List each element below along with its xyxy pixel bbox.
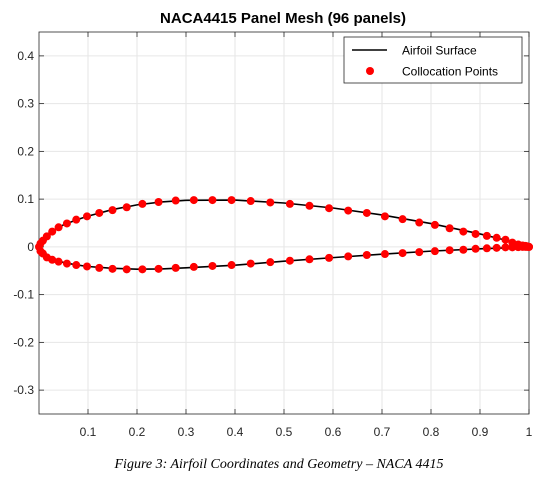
y-tick-label: 0.1 bbox=[17, 192, 34, 206]
collocation-point bbox=[445, 224, 454, 233]
collocation-point bbox=[208, 261, 217, 270]
collocation-point bbox=[344, 252, 353, 261]
collocation-point bbox=[380, 212, 389, 221]
collocation-point bbox=[154, 197, 163, 206]
collocation-point bbox=[171, 263, 180, 272]
collocation-point bbox=[108, 206, 117, 215]
y-tick-label: -0.2 bbox=[13, 335, 34, 349]
collocation-point bbox=[305, 255, 314, 264]
figure-caption: Figure 3: Airfoil Coordinates and Geomet… bbox=[114, 457, 444, 472]
x-tick-label: 0.7 bbox=[374, 425, 391, 439]
collocation-point bbox=[246, 197, 255, 206]
collocation-point bbox=[380, 250, 389, 259]
collocation-point bbox=[415, 248, 424, 257]
x-tick-label: 0.1 bbox=[80, 425, 97, 439]
x-tick-label: 0.9 bbox=[472, 425, 489, 439]
collocation-point bbox=[208, 196, 217, 205]
legend-marker-swatch bbox=[366, 67, 374, 75]
collocation-point bbox=[138, 265, 147, 274]
collocation-point bbox=[398, 249, 407, 258]
collocation-point bbox=[430, 247, 439, 256]
collocation-point bbox=[445, 246, 454, 255]
tick-labels: 0.1 0.2 0.3 0.4 0.5 0.6 0.7 0.8 0.9 1 -0.3 -0.2 -0.1… bbox=[13, 49, 532, 439]
collocation-point bbox=[54, 223, 63, 232]
collocation-point bbox=[525, 242, 533, 251]
collocation-point bbox=[83, 262, 92, 271]
legend-label-airfoil-surface: Airfoil Surface bbox=[402, 44, 477, 58]
collocation-point bbox=[398, 215, 407, 224]
collocation-point bbox=[325, 253, 334, 262]
collocation-point bbox=[471, 244, 480, 253]
collocation-point bbox=[122, 203, 131, 212]
collocation-point bbox=[154, 264, 163, 273]
chart-title: NACA4415 Panel Mesh (96 panels) bbox=[160, 10, 406, 27]
x-tick-label: 0.3 bbox=[178, 425, 195, 439]
collocation-point bbox=[227, 261, 236, 270]
collocation-point bbox=[459, 245, 468, 254]
collocation-point bbox=[189, 196, 198, 205]
collocation-point bbox=[471, 229, 480, 238]
collocation-point bbox=[492, 233, 501, 242]
y-tick-label: -0.1 bbox=[13, 288, 34, 302]
x-tick-label: 0.4 bbox=[227, 425, 244, 439]
collocation-point bbox=[54, 257, 63, 266]
collocation-point bbox=[492, 243, 501, 252]
collocation-point bbox=[72, 215, 81, 224]
grid bbox=[39, 32, 530, 414]
collocation-point bbox=[95, 263, 104, 272]
collocation-point bbox=[362, 208, 371, 217]
legend: Airfoil Surface Collocation Points bbox=[343, 36, 523, 84]
collocation-point bbox=[362, 250, 371, 259]
plot-area bbox=[35, 196, 533, 274]
collocation-point bbox=[171, 196, 180, 205]
collocation-point bbox=[266, 258, 275, 267]
y-tick-label: 0.2 bbox=[17, 144, 34, 158]
collocation-point bbox=[95, 208, 104, 217]
collocation-point bbox=[285, 256, 294, 265]
collocation-point bbox=[305, 201, 314, 210]
collocation-point bbox=[108, 264, 117, 273]
x-tick-label: 0.8 bbox=[423, 425, 440, 439]
collocation-point bbox=[344, 206, 353, 215]
legend-label-collocation-points: Collocation Points bbox=[402, 65, 498, 79]
x-tick-label: 0.6 bbox=[325, 425, 342, 439]
y-tick-label: 0.3 bbox=[17, 97, 34, 111]
y-tick-label: -0.3 bbox=[13, 383, 34, 397]
y-tick-label: 0 bbox=[27, 240, 34, 254]
collocation-point bbox=[83, 212, 92, 221]
collocation-point bbox=[325, 204, 334, 213]
collocation-point bbox=[459, 227, 468, 236]
collocation-point bbox=[189, 262, 198, 271]
collocation-point bbox=[285, 199, 294, 208]
collocation-point bbox=[508, 243, 517, 252]
collocation-point bbox=[501, 235, 510, 244]
x-tick-label: 1 bbox=[526, 425, 533, 439]
collocation-point bbox=[48, 227, 57, 236]
collocation-point bbox=[246, 259, 255, 268]
collocation-point bbox=[138, 199, 147, 208]
collocation-point bbox=[122, 265, 131, 274]
collocation-point bbox=[415, 218, 424, 227]
collocation-point bbox=[62, 219, 71, 228]
y-tick-label: 0.4 bbox=[17, 49, 34, 63]
collocation-point bbox=[430, 220, 439, 229]
collocation-point bbox=[48, 255, 57, 264]
collocation-point bbox=[482, 244, 491, 253]
collocation-point bbox=[72, 261, 81, 270]
collocation-point bbox=[62, 259, 71, 268]
x-tick-label: 0.2 bbox=[129, 425, 146, 439]
legend-box bbox=[343, 36, 523, 84]
collocation-point bbox=[266, 198, 275, 207]
collocation-point bbox=[482, 231, 491, 240]
collocation-point bbox=[501, 243, 510, 252]
collocation-point bbox=[227, 196, 236, 205]
x-tick-label: 0.5 bbox=[276, 425, 293, 439]
